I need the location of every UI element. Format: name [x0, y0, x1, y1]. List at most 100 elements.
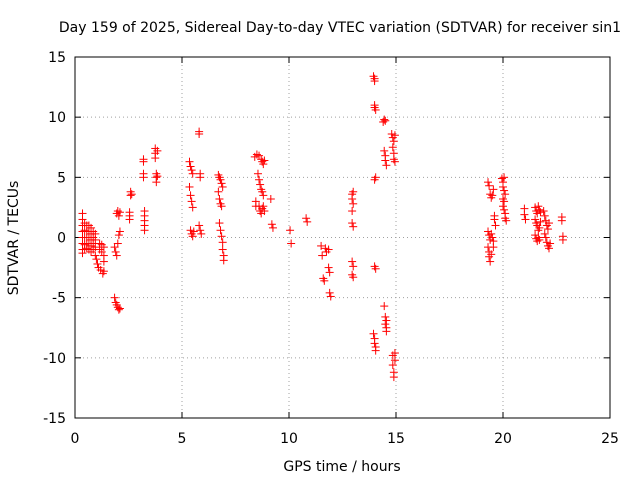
data-point [389, 137, 398, 146]
data-point [324, 245, 333, 254]
data-point [266, 194, 275, 203]
data-point [217, 179, 226, 188]
data-point [303, 217, 312, 226]
data-point [390, 157, 399, 166]
data-point [189, 227, 198, 236]
data-point [540, 211, 549, 220]
data-point [286, 226, 295, 235]
data-point [390, 349, 399, 358]
data-point [534, 202, 543, 211]
data-point [349, 222, 358, 231]
data-point [540, 229, 549, 238]
data-point [501, 190, 510, 199]
data-point [486, 257, 495, 266]
data-point [500, 186, 509, 195]
data-point [489, 243, 498, 252]
data-point [151, 154, 160, 163]
data-point [486, 190, 495, 199]
data-point [536, 208, 545, 217]
data-point [499, 182, 507, 191]
data-point [369, 329, 378, 338]
data-point [97, 247, 106, 256]
data-point [287, 239, 296, 248]
y-tick-label: 5 [57, 170, 66, 186]
data-point [349, 199, 358, 208]
data-point [489, 185, 498, 194]
data-point [82, 244, 91, 253]
data-point [216, 175, 225, 184]
data-point [140, 226, 149, 235]
data-point [543, 225, 552, 234]
data-point [187, 166, 196, 175]
data-points [78, 72, 567, 382]
data-point [535, 223, 544, 232]
data-point [541, 233, 550, 242]
data-point [546, 239, 555, 248]
data-point [255, 175, 264, 184]
data-point [520, 210, 529, 219]
data-point [152, 178, 161, 187]
x-tick-label: 20 [494, 431, 512, 447]
data-point [80, 226, 89, 235]
x-axis-label: GPS time / hours [283, 459, 400, 475]
data-point [219, 256, 228, 265]
plot-frame [74, 56, 611, 419]
data-point [214, 187, 223, 196]
data-point [78, 249, 87, 258]
x-tick-label: 15 [387, 431, 405, 447]
y-tick-label: 10 [48, 110, 66, 126]
data-point [218, 238, 227, 247]
data-point [259, 191, 268, 200]
data-point [188, 203, 197, 212]
data-point [110, 243, 119, 252]
data-point [185, 157, 194, 166]
data-point [218, 245, 227, 254]
data-point [110, 293, 119, 302]
axis-ticks: 0 5 10 15 20 25 -15 -10 -5 0 5 10 15 [43, 50, 619, 447]
data-point [380, 115, 389, 124]
data-point [217, 202, 226, 211]
data-point [99, 243, 108, 252]
data-point [268, 223, 277, 232]
data-point [325, 268, 334, 277]
data-point [381, 116, 390, 125]
y-tick-label: -5 [52, 291, 66, 307]
data-point [112, 251, 121, 260]
data-point [325, 288, 334, 297]
data-point [326, 292, 335, 301]
data-point [260, 207, 269, 216]
data-point [533, 237, 542, 246]
data-point [497, 174, 506, 183]
data-point [348, 194, 357, 203]
data-point [91, 243, 100, 252]
data-point [317, 241, 326, 250]
data-point [500, 205, 509, 214]
data-point [490, 215, 499, 224]
data-point [390, 131, 399, 140]
data-point [218, 182, 227, 191]
data-point [348, 207, 357, 216]
data-point [380, 302, 389, 311]
data-point [186, 162, 195, 171]
data-point [349, 262, 358, 271]
y-tick-label: 0 [57, 231, 66, 247]
data-point [99, 267, 108, 276]
data-point [389, 373, 398, 382]
data-point [390, 356, 399, 365]
data-point [382, 161, 391, 170]
data-point [370, 77, 379, 86]
data-point [531, 203, 540, 212]
data-point [93, 259, 102, 268]
data-point [153, 172, 162, 181]
data-point [186, 226, 195, 235]
data-point [381, 320, 390, 329]
data-point [258, 187, 267, 196]
data-point [188, 169, 197, 178]
data-point [125, 215, 134, 224]
data-point [195, 130, 204, 139]
data-point [557, 216, 566, 225]
data-point [542, 238, 551, 247]
data-point [267, 220, 276, 229]
data-point [113, 239, 122, 248]
